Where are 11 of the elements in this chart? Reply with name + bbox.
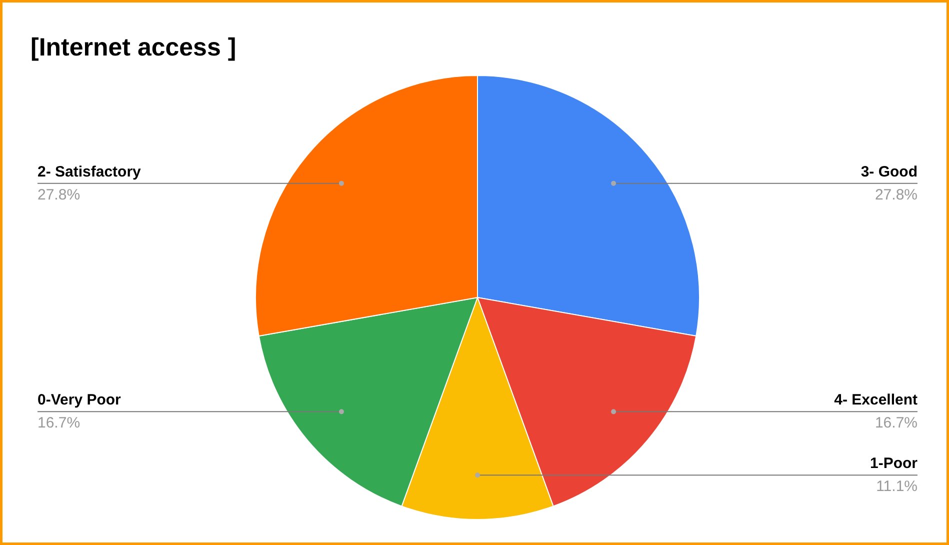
data-label: 27.8% — [38, 186, 80, 204]
slice-label: 0-Very Poor — [38, 392, 122, 409]
slice-label: 4- Excellent — [834, 392, 918, 409]
data-label: 16.7% — [874, 414, 918, 432]
data-label: 27.8% — [874, 186, 918, 204]
chart-title: [Internet access ] — [30, 34, 236, 62]
data-label: 16.7% — [38, 414, 80, 432]
data-label: 11.1% — [876, 478, 918, 496]
slice-label: 1-Poor — [870, 455, 918, 472]
slice-label: 3- Good — [860, 163, 918, 180]
slice-label: 2- Satisfactory — [38, 163, 142, 180]
